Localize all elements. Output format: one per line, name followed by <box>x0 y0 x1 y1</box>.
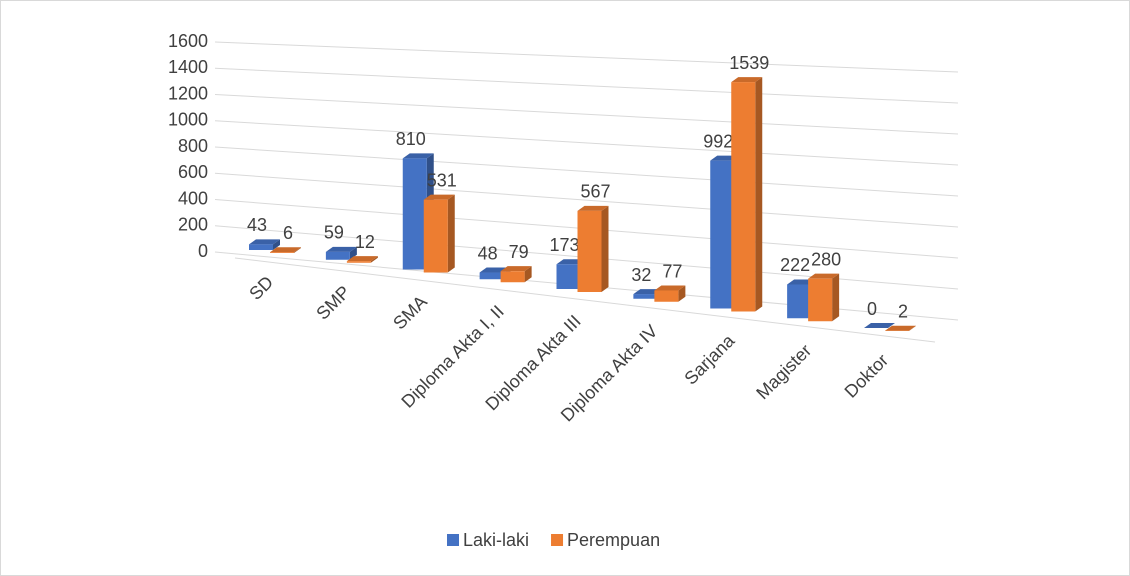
bar-top <box>864 323 895 328</box>
bar-group <box>864 323 895 328</box>
y-tick-label: 1000 <box>168 110 208 130</box>
data-label: 43 <box>247 215 267 235</box>
bar <box>654 290 679 302</box>
grid-line <box>214 94 959 135</box>
bar-top <box>731 77 763 83</box>
bar-top <box>885 325 916 331</box>
y-tick-label: 1600 <box>168 31 208 51</box>
bar-side <box>294 247 301 253</box>
bar-side <box>273 239 280 250</box>
bar-top <box>654 285 686 291</box>
bar <box>633 294 658 299</box>
bar <box>500 271 525 283</box>
data-label: 0 <box>867 299 877 319</box>
y-tick-label: 1400 <box>168 57 208 77</box>
bar <box>325 251 350 260</box>
bar-group <box>249 239 280 250</box>
bar <box>577 210 602 292</box>
bar-group <box>346 256 378 263</box>
grid-line <box>214 67 959 104</box>
bar-group <box>731 77 763 312</box>
bar <box>270 252 294 253</box>
data-label: 531 <box>427 170 457 190</box>
bar <box>346 261 371 263</box>
bar <box>556 264 581 289</box>
bar-top <box>808 273 840 279</box>
bar-top <box>577 205 609 211</box>
bar-group <box>500 266 532 283</box>
y-tick-label: 0 <box>198 241 208 261</box>
data-label: 280 <box>811 249 841 269</box>
data-label: 1539 <box>729 53 769 73</box>
bar-side <box>755 77 763 312</box>
bar-side <box>601 205 609 292</box>
bar <box>710 160 735 309</box>
data-label: 79 <box>509 242 529 262</box>
legend-swatch <box>551 534 564 546</box>
y-tick-label: 800 <box>178 136 208 156</box>
data-label: 77 <box>662 261 682 281</box>
bar <box>479 272 504 280</box>
data-label: 6 <box>283 223 293 243</box>
floor-edge <box>234 257 936 343</box>
bar <box>787 284 812 319</box>
bar-top <box>249 239 280 245</box>
bar-side <box>349 246 357 260</box>
grid-line <box>214 172 959 228</box>
grid-line <box>214 146 959 197</box>
legend-swatch <box>447 534 459 546</box>
bar-group <box>270 247 301 253</box>
legend-label: Perempuan <box>567 530 660 550</box>
bar-group <box>423 194 455 273</box>
data-label: 12 <box>355 232 375 252</box>
bar-top <box>500 266 532 272</box>
bar-top <box>423 194 455 200</box>
bar-side <box>678 285 686 302</box>
grid-line <box>214 41 959 73</box>
data-label: 173 <box>549 235 579 255</box>
bar-side <box>447 194 455 273</box>
bar-side <box>909 325 916 331</box>
bar <box>423 199 448 273</box>
bar-group <box>808 273 840 322</box>
data-label: 222 <box>780 255 810 275</box>
bar-side <box>832 273 840 322</box>
bar-top <box>325 246 357 252</box>
data-label: 992 <box>703 131 733 151</box>
bar-side <box>370 256 378 263</box>
bar-top <box>270 247 301 253</box>
bar <box>808 278 833 322</box>
bar <box>249 244 273 250</box>
y-tick-label: 400 <box>178 188 208 208</box>
bar-group <box>885 325 916 331</box>
data-label: 810 <box>396 129 426 149</box>
legend-label: Laki-laki <box>463 530 529 550</box>
bar <box>731 82 756 312</box>
y-tick-label: 1200 <box>168 83 208 103</box>
bar-top <box>402 153 434 159</box>
data-label: 48 <box>478 243 498 263</box>
bar-group <box>325 246 357 260</box>
bar-group <box>577 205 609 292</box>
bar-group <box>654 285 686 302</box>
y-tick-label: 600 <box>178 162 208 182</box>
y-tick-label: 200 <box>178 215 208 235</box>
grid-line <box>214 120 959 166</box>
data-label: 32 <box>631 265 651 285</box>
data-label: 2 <box>898 301 908 321</box>
bar-side <box>524 266 532 283</box>
data-label: 567 <box>580 182 610 202</box>
data-label: 59 <box>324 223 344 243</box>
bar <box>402 158 427 270</box>
bar-top <box>346 256 378 262</box>
